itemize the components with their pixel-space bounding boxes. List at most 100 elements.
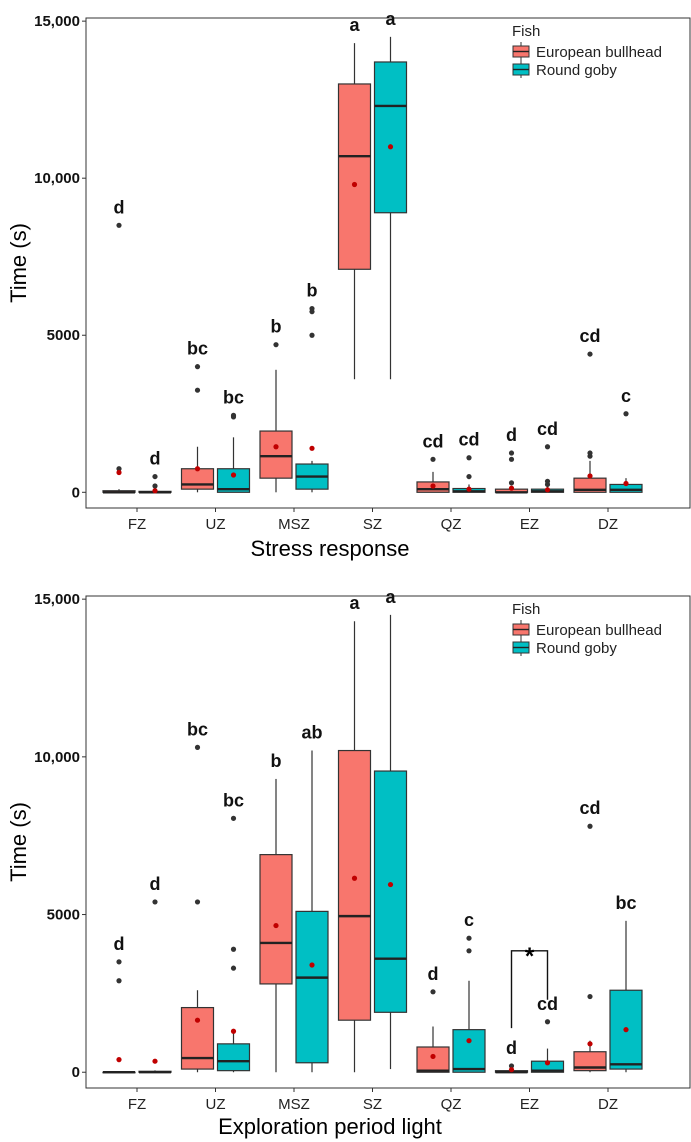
significance-letter: cd xyxy=(537,994,558,1014)
legend-label: European bullhead xyxy=(536,622,662,639)
x-tick-label: EZ xyxy=(520,1096,539,1113)
y-axis-label: Time (s) xyxy=(6,223,31,303)
mean-point xyxy=(116,1057,122,1063)
x-tick-label: UZ xyxy=(206,1096,226,1113)
outlier-point xyxy=(587,351,593,357)
legend-label: European bullhead xyxy=(536,44,662,61)
y-tick-label: 5000 xyxy=(47,907,80,924)
box-european-bullhead-msz: b xyxy=(259,317,293,493)
box-european-bullhead-ez: d xyxy=(494,425,529,494)
plot-frame xyxy=(85,595,691,1089)
outlier-point xyxy=(116,978,122,984)
x-tick-label: SZ xyxy=(363,1096,382,1113)
mean-point xyxy=(466,1038,472,1044)
box-round-goby-qz: c xyxy=(452,910,486,1073)
significance-star: * xyxy=(525,943,535,970)
box-round-goby-ez: cd xyxy=(530,419,565,493)
significance-letter: bc xyxy=(223,387,244,407)
box-european-bullhead-sz: a xyxy=(337,15,372,380)
box-body xyxy=(373,61,408,214)
outlier-point xyxy=(587,993,593,1000)
y-tick-label: 15,000 xyxy=(34,13,80,30)
y-axis-label: Time (s) xyxy=(6,802,31,882)
outlier-point xyxy=(544,478,551,484)
x-tick-label: MSZ xyxy=(278,1096,310,1113)
box-european-bullhead-msz: b xyxy=(259,751,293,1073)
mean-point xyxy=(544,487,551,493)
significance-letter: c xyxy=(464,910,474,930)
significance-letter: bc xyxy=(187,339,208,359)
significance-letter: cd xyxy=(579,798,600,818)
outlier-point xyxy=(194,899,201,905)
box-round-goby-fz: d xyxy=(138,449,172,494)
legend-label: Round goby xyxy=(536,640,617,657)
x-tick-label: FZ xyxy=(128,516,146,533)
box-body xyxy=(573,1051,607,1072)
significance-letter: c xyxy=(621,386,631,406)
box-round-goby-ez: cd xyxy=(530,994,565,1073)
significance-letter: cd xyxy=(458,430,479,450)
box-round-goby-dz: c xyxy=(609,386,643,493)
outlier-point xyxy=(230,815,237,821)
box-body xyxy=(259,430,293,479)
y-tick-label: 5000 xyxy=(47,327,80,344)
legend-title: Fish xyxy=(512,23,540,40)
box-body xyxy=(259,854,293,985)
box-european-bullhead-qz: d xyxy=(416,964,450,1073)
legend-item: Round goby xyxy=(512,638,617,657)
outlier-point xyxy=(194,364,201,370)
outlier-point xyxy=(230,412,237,418)
box-round-goby-dz: bc xyxy=(609,893,643,1073)
x-tick-label: FZ xyxy=(128,1096,146,1113)
mean-point xyxy=(152,488,158,494)
box-round-goby-sz: a xyxy=(373,9,408,380)
legend-item: European bullhead xyxy=(512,42,662,61)
x-tick-label: QZ xyxy=(441,1096,462,1113)
significance-letter: cd xyxy=(537,419,558,439)
box-body xyxy=(337,83,372,270)
plot-frame xyxy=(85,17,691,509)
mean-point xyxy=(508,485,515,491)
significance-letter: b xyxy=(271,751,282,771)
y-tick-label: 0 xyxy=(72,1064,80,1081)
mean-point xyxy=(230,1028,237,1034)
significance-letter: cd xyxy=(579,326,600,346)
x-tick-label: UZ xyxy=(206,516,226,533)
box-round-goby-msz: ab xyxy=(295,723,329,1073)
outlier-point xyxy=(430,989,436,995)
mean-point xyxy=(623,480,629,487)
significance-letter: bc xyxy=(223,790,244,810)
outlier-point xyxy=(508,456,515,462)
significance-letter: bc xyxy=(187,719,208,739)
box-round-goby-uz: bc xyxy=(216,387,251,493)
significance-letter: cd xyxy=(422,431,443,451)
legend-item: European bullhead xyxy=(512,620,662,639)
mean-point xyxy=(430,483,436,489)
box-body xyxy=(216,1043,251,1072)
significance-letter: a xyxy=(385,9,396,29)
mean-point xyxy=(623,1027,629,1033)
outlier-point xyxy=(544,444,551,450)
mean-point xyxy=(152,1058,158,1064)
mean-point xyxy=(508,1067,515,1073)
outlier-point xyxy=(309,305,315,312)
outlier-point xyxy=(116,959,122,965)
box-european-bullhead-dz: cd xyxy=(573,326,607,493)
box-body xyxy=(452,1029,486,1073)
outlier-point xyxy=(194,744,201,750)
outlier-point xyxy=(466,473,472,480)
box-european-bullhead-fz: d xyxy=(102,934,136,1074)
outlier-point xyxy=(273,342,279,348)
outlier-point xyxy=(430,456,436,462)
significance-letter: a xyxy=(349,15,360,35)
significance-letter: a xyxy=(349,593,360,613)
outlier-point xyxy=(152,473,158,480)
box-european-bullhead-fz: d xyxy=(102,197,136,494)
mean-point xyxy=(273,922,279,929)
y-tick-label: 10,000 xyxy=(34,170,80,187)
box-european-bullhead-ez: d xyxy=(494,1038,529,1074)
x-tick-label: MSZ xyxy=(278,516,310,533)
x-tick-label: DZ xyxy=(598,516,618,533)
